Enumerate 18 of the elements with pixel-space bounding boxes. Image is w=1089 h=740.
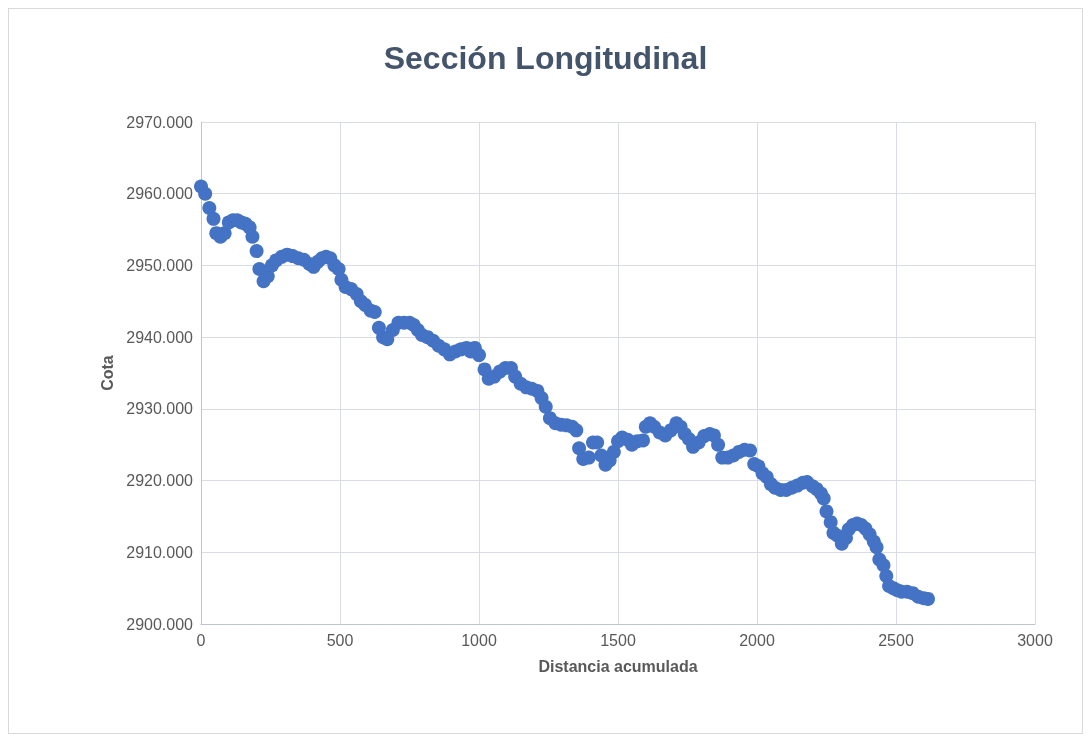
x-tick-label: 3000 [1017,631,1053,649]
y-tick-label: 2920.000 [126,472,194,490]
y-tick-label: 2900.000 [126,615,194,633]
y-tick-label: 2940.000 [126,328,194,346]
y-tick-label: 2970.000 [126,113,194,131]
x-tick-label: 2500 [878,631,914,649]
x-tick-label: 1500 [600,631,636,649]
y-tick-label: 2950.000 [126,256,194,274]
y-tick-label: 2930.000 [126,400,194,418]
x-tick-label: 0 [196,631,206,649]
chart-title: Sección Longitudinal [383,40,708,76]
x-tick-label: 2000 [739,631,775,649]
y-tick-label: 2960.000 [126,185,194,203]
x-axis-title: Distancia acumulada [538,657,698,675]
y-tick-label: 2910.000 [126,543,194,561]
x-tick-label: 500 [326,631,354,649]
y-axis-title: Cota [98,355,116,391]
x-tick-label: 1000 [461,631,497,649]
